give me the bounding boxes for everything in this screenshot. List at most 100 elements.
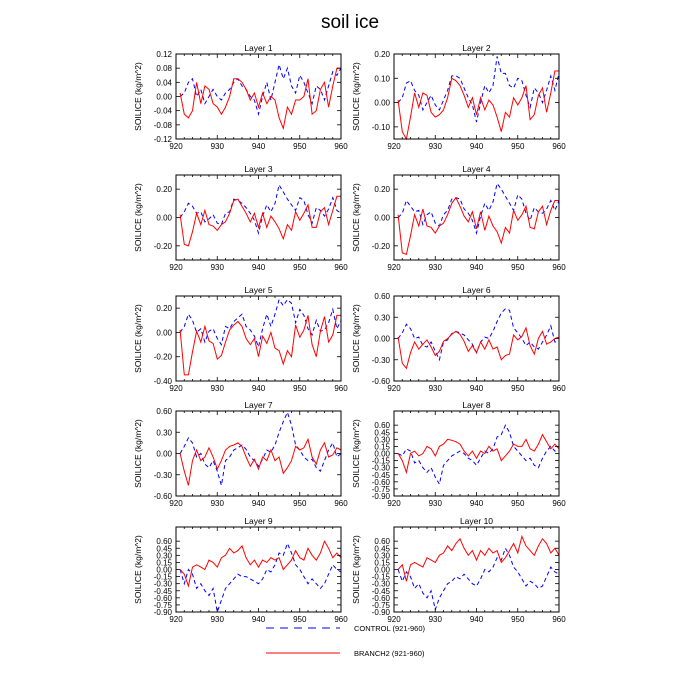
y-tick-label: -0.20 bbox=[154, 353, 173, 362]
y-tick-label: 0.30 bbox=[156, 551, 172, 560]
y-tick-label: 0.00 bbox=[156, 450, 172, 459]
y-tick-label: -0.90 bbox=[372, 608, 391, 617]
y-tick-label: -0.20 bbox=[154, 242, 173, 251]
y-tick-label: -0.30 bbox=[372, 464, 391, 473]
y-axis-label: SOILICE (kg/m^2) bbox=[351, 535, 361, 604]
y-tick-label: -0.45 bbox=[372, 587, 391, 596]
y-tick-label: 0.60 bbox=[156, 537, 172, 546]
panel: Layer 3 SOILICE (kg/m^2) 920 930 940 950 960 -0… bbox=[133, 164, 348, 272]
y-tick-label: 0.00 bbox=[374, 450, 390, 459]
control-series-line bbox=[397, 182, 560, 235]
y-axis-label: SOILICE (kg/m^2) bbox=[351, 62, 361, 131]
control-series-line bbox=[179, 410, 342, 486]
control-series-line bbox=[397, 547, 560, 612]
y-tick-label: 0.00 bbox=[156, 566, 172, 575]
control-series-line bbox=[179, 62, 342, 117]
control-series-line bbox=[179, 542, 342, 614]
panel-title: Layer 6 bbox=[462, 285, 491, 295]
y-tick-label: 0.12 bbox=[156, 50, 172, 59]
panel: Layer 7 SOILICE (kg/m^2) 920 930 940 950 960 -0… bbox=[133, 400, 348, 508]
control-series-line bbox=[179, 183, 342, 235]
y-tick-label: 0.45 bbox=[374, 544, 390, 553]
x-tick-label: 960 bbox=[552, 263, 566, 272]
x-tick-label: 950 bbox=[293, 263, 307, 272]
plot-frame bbox=[393, 174, 560, 261]
plot-frame bbox=[393, 526, 560, 613]
x-tick-label: 940 bbox=[470, 142, 484, 151]
x-tick-label: 930 bbox=[429, 615, 443, 624]
y-tick-label: -0.30 bbox=[154, 580, 173, 589]
x-tick-label: 940 bbox=[252, 615, 266, 624]
plot-frame bbox=[175, 295, 342, 382]
y-tick-label: -0.90 bbox=[372, 492, 391, 501]
y-tick-label: 0.15 bbox=[156, 558, 172, 567]
y-tick-label: -0.15 bbox=[372, 573, 391, 582]
x-tick-label: 930 bbox=[211, 499, 225, 508]
y-tick-label: 0.45 bbox=[374, 428, 390, 437]
plot-frame bbox=[175, 53, 342, 140]
x-tick-label: 920 bbox=[387, 384, 401, 393]
x-tick-label: 940 bbox=[470, 263, 484, 272]
y-axis-label: SOILICE (kg/m^2) bbox=[133, 62, 143, 131]
panel: Layer 9 SOILICE (kg/m^2) 920 930 940 950 960 -0… bbox=[133, 516, 348, 624]
x-tick-label: 950 bbox=[293, 499, 307, 508]
y-tick-label: 0.00 bbox=[156, 93, 172, 102]
y-tick-label: -0.30 bbox=[372, 356, 391, 365]
x-tick-label: 950 bbox=[293, 384, 307, 393]
panel: Layer 4 SOILICE (kg/m^2) 920 930 940 950 960 -0… bbox=[351, 164, 566, 272]
control-series-line bbox=[179, 298, 342, 349]
y-tick-label: 0.00 bbox=[374, 335, 390, 344]
plot-frame bbox=[393, 410, 560, 497]
y-tick-label: -0.75 bbox=[154, 601, 173, 610]
panel-title: Layer 3 bbox=[244, 164, 273, 174]
x-tick-label: 960 bbox=[334, 263, 348, 272]
panel-title: Layer 9 bbox=[244, 516, 273, 526]
x-tick-label: 960 bbox=[334, 384, 348, 393]
y-tick-label: -0.60 bbox=[372, 377, 391, 386]
y-tick-label: 0.60 bbox=[156, 407, 172, 416]
x-tick-label: 940 bbox=[470, 499, 484, 508]
panel-title: Layer 2 bbox=[462, 43, 491, 53]
x-tick-label: 920 bbox=[169, 384, 183, 393]
panel: Layer 5 SOILICE (kg/m^2) 920 930 940 950 960 -0… bbox=[133, 285, 348, 393]
x-tick-label: 920 bbox=[169, 615, 183, 624]
control-series-line bbox=[397, 424, 559, 486]
x-tick-label: 950 bbox=[511, 263, 525, 272]
x-tick-label: 930 bbox=[211, 263, 225, 272]
y-tick-label: -0.45 bbox=[372, 471, 391, 480]
panel-title: Layer 4 bbox=[462, 164, 491, 174]
x-tick-label: 940 bbox=[470, 615, 484, 624]
branch2-series-line bbox=[397, 534, 560, 582]
panel-title: Layer 7 bbox=[244, 400, 273, 410]
x-tick-label: 930 bbox=[211, 142, 225, 151]
y-axis-label: SOILICE (kg/m^2) bbox=[351, 304, 361, 373]
y-tick-label: 0.60 bbox=[374, 421, 390, 430]
y-tick-label: 0.04 bbox=[156, 78, 172, 87]
y-axis-label: SOILICE (kg/m^2) bbox=[351, 419, 361, 488]
x-tick-label: 960 bbox=[552, 615, 566, 624]
x-tick-label: 950 bbox=[511, 384, 525, 393]
panel: Layer 1 SOILICE (kg/m^2) 920 930 940 950 960 -0… bbox=[133, 43, 348, 151]
x-tick-label: 920 bbox=[387, 142, 401, 151]
x-tick-label: 930 bbox=[211, 384, 225, 393]
y-axis-label: SOILICE (kg/m^2) bbox=[133, 304, 143, 373]
y-tick-label: 0.00 bbox=[374, 214, 390, 223]
y-tick-label: -0.12 bbox=[154, 135, 173, 144]
x-tick-label: 920 bbox=[387, 263, 401, 272]
y-tick-label: -0.10 bbox=[372, 123, 391, 132]
panels-grid: Layer 1 SOILICE (kg/m^2) 920 930 940 950 960 -0… bbox=[133, 43, 566, 624]
panel-title: Layer 1 bbox=[244, 43, 273, 53]
branch2-series-line bbox=[179, 67, 341, 131]
y-tick-label: -0.30 bbox=[372, 580, 391, 589]
y-axis-label: SOILICE (kg/m^2) bbox=[133, 183, 143, 252]
y-tick-label: -0.75 bbox=[372, 485, 391, 494]
y-tick-label: 0.20 bbox=[156, 185, 172, 194]
branch2-series-line bbox=[179, 195, 341, 247]
x-tick-label: 940 bbox=[252, 142, 266, 151]
legend-control-label: CONTROL (921-960) bbox=[354, 624, 425, 633]
x-tick-label: 940 bbox=[252, 384, 266, 393]
x-tick-label: 930 bbox=[429, 384, 443, 393]
branch2-series-line bbox=[397, 196, 559, 255]
y-tick-label: 0.60 bbox=[374, 537, 390, 546]
y-tick-label: 0.30 bbox=[374, 313, 390, 322]
